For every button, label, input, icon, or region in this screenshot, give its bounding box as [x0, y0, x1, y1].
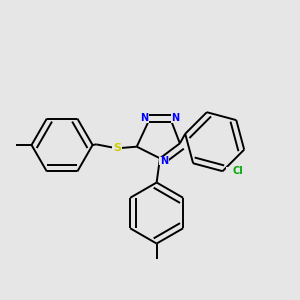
Text: N: N — [140, 113, 148, 124]
Bar — [112, 144, 122, 153]
Text: N: N — [160, 156, 168, 166]
Bar — [226, 167, 239, 175]
Text: Cl: Cl — [232, 166, 243, 176]
Text: N: N — [172, 113, 180, 124]
Text: S: S — [113, 143, 121, 153]
Bar — [140, 114, 149, 123]
Bar — [171, 114, 180, 123]
Bar — [159, 157, 169, 165]
